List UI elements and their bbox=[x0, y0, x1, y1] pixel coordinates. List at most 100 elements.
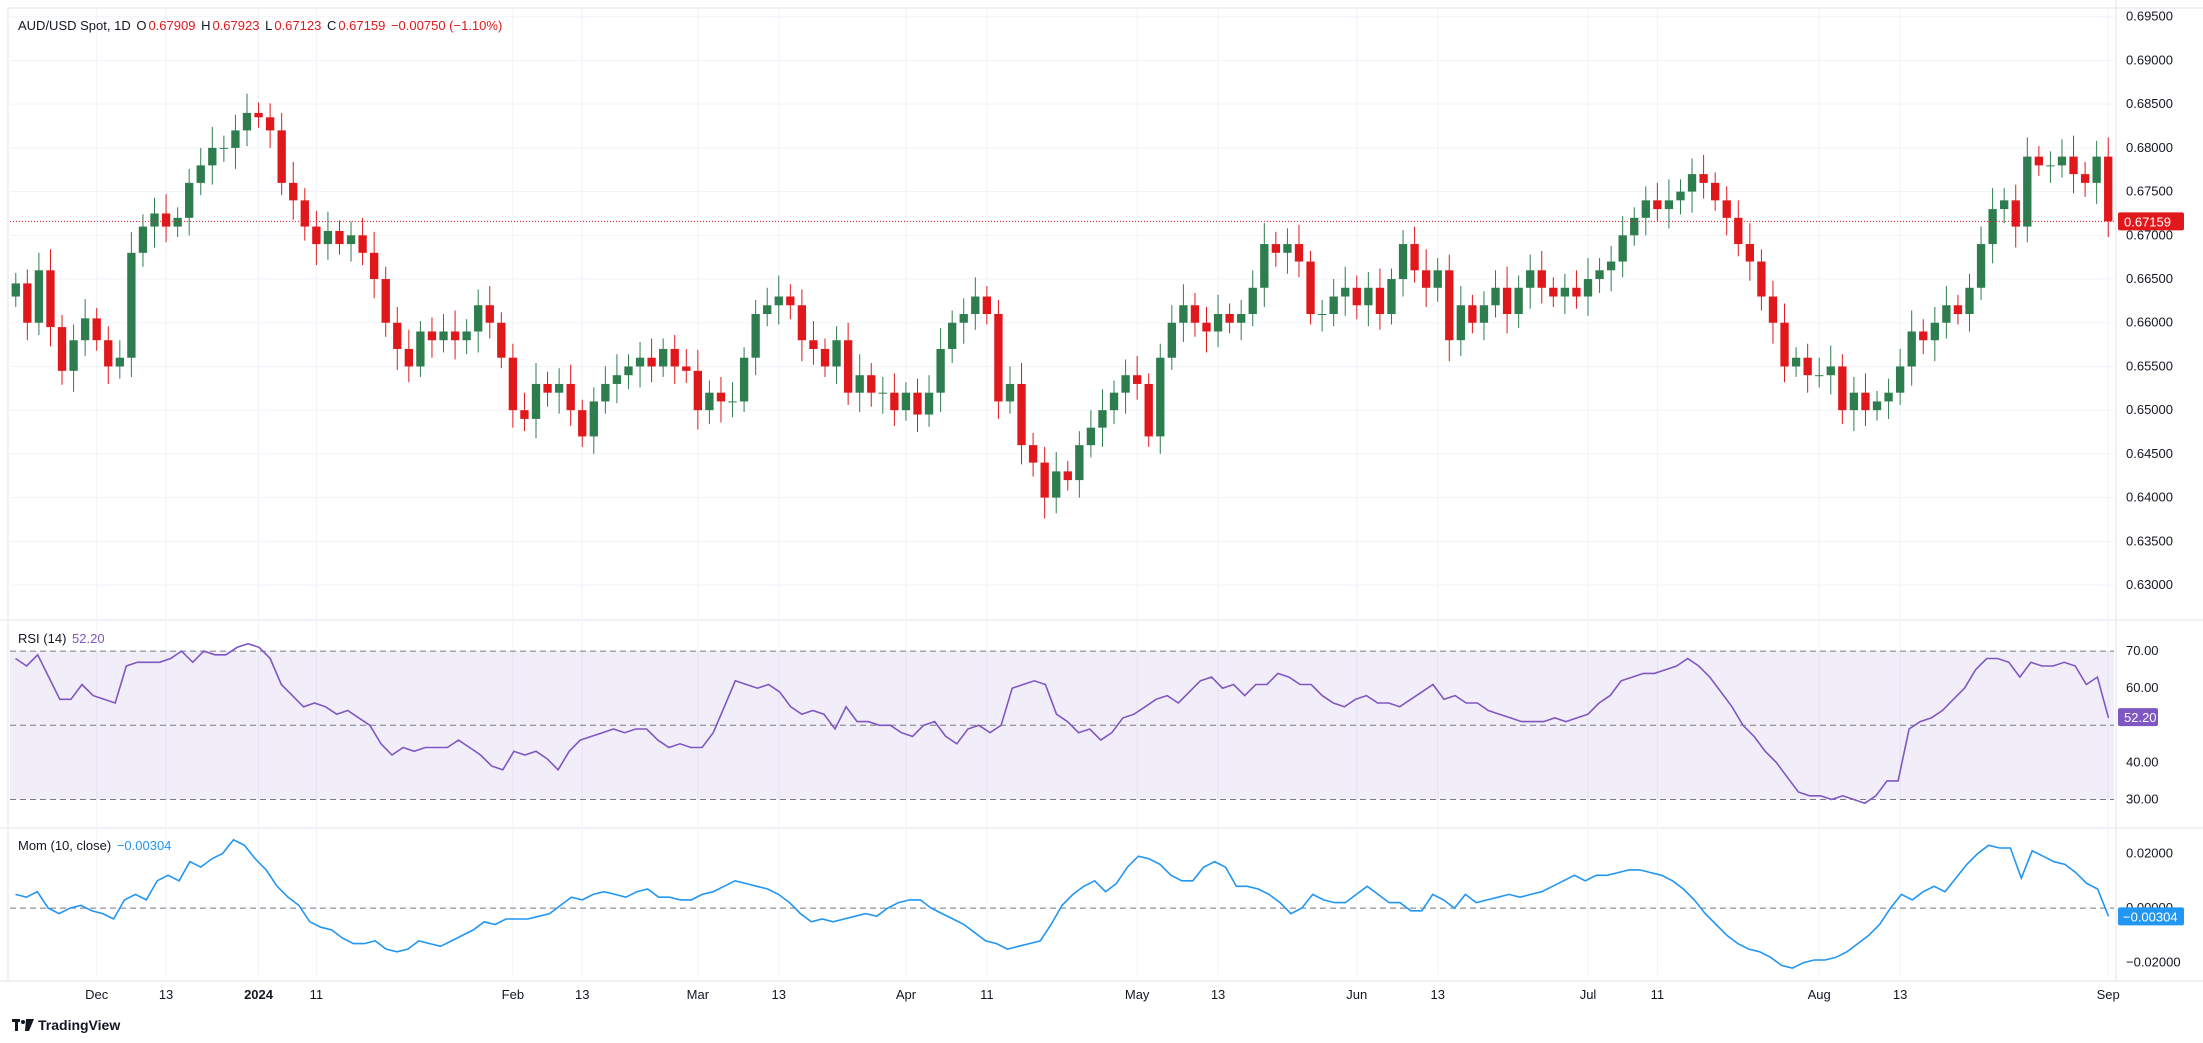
candle-body bbox=[1387, 279, 1396, 314]
price-axis[interactable]: 0.69500 0.69000 0.68500 0.68000 0.67500 0.670… bbox=[2126, 9, 2181, 970]
mom-value: −0.00304 bbox=[116, 838, 172, 853]
candle-body bbox=[46, 270, 55, 328]
candle-body bbox=[1121, 375, 1130, 393]
candle-body bbox=[2046, 165, 2055, 167]
candle-body bbox=[1965, 287, 1974, 314]
candle-body bbox=[1179, 305, 1188, 323]
candle-body bbox=[936, 348, 945, 393]
candle-body bbox=[578, 410, 587, 437]
price-tick-label: 0.69000 bbox=[2126, 52, 2173, 67]
last-price-value: 0.67159 bbox=[2124, 214, 2171, 229]
candle-body bbox=[820, 348, 830, 367]
time-tick-label: 13 bbox=[772, 987, 786, 1002]
candle-body bbox=[1167, 322, 1176, 358]
candle-body bbox=[138, 226, 148, 253]
candle-body bbox=[393, 322, 402, 349]
candle-body bbox=[1456, 305, 1465, 341]
candle-body bbox=[474, 305, 483, 332]
candle-body bbox=[23, 283, 32, 323]
price-tick-label: 0.69500 bbox=[2126, 9, 2173, 24]
candle-body bbox=[994, 314, 1003, 402]
candle-body bbox=[1144, 383, 1153, 437]
candle-body bbox=[115, 357, 124, 367]
candle-body bbox=[208, 147, 217, 166]
time-tick-label: 13 bbox=[1893, 987, 1907, 1002]
time-axis[interactable]: Dec 13 2024 11 Feb 13 Mar 13 Apr 11 May 13 Jun 13 Jul 1… bbox=[85, 987, 2120, 1002]
candle-body bbox=[1248, 287, 1257, 314]
candle-body bbox=[300, 200, 309, 227]
close-value: 0.67159 bbox=[338, 18, 386, 33]
candle-body bbox=[1942, 305, 1951, 323]
candle-body bbox=[913, 392, 922, 415]
candle-body bbox=[1156, 357, 1165, 437]
candle-body bbox=[924, 392, 934, 415]
candle-body bbox=[173, 217, 182, 227]
time-tick-label: Sep bbox=[2097, 987, 2120, 1002]
candle-body bbox=[1791, 357, 1801, 367]
candle-body bbox=[1005, 383, 1015, 402]
candle-body bbox=[1132, 375, 1142, 384]
candle-body bbox=[80, 318, 90, 341]
rsi-band bbox=[10, 650, 2114, 909]
tradingview-logo[interactable]: TradingView bbox=[12, 1017, 120, 1033]
candle-body bbox=[843, 340, 853, 393]
mom-value-badge bbox=[2118, 907, 2184, 926]
candle-body bbox=[1849, 392, 1859, 411]
candle-body bbox=[832, 340, 841, 367]
candle-body bbox=[1699, 174, 1708, 183]
candle-body bbox=[1872, 401, 1882, 411]
candle-body bbox=[196, 165, 205, 183]
candle-body bbox=[1375, 287, 1385, 314]
candle-body bbox=[1317, 314, 1327, 315]
candle-body bbox=[855, 375, 864, 393]
time-tick-label: Jun bbox=[1346, 987, 1367, 1002]
symbol-legend[interactable]: AUD/USD Spot, 1D O 0.67909 H 0.67923 L 0.67… bbox=[18, 18, 504, 33]
candle-body bbox=[739, 357, 749, 402]
candle-body bbox=[554, 383, 564, 393]
price-tick-label: 0.65000 bbox=[2126, 402, 2173, 417]
candle-body bbox=[670, 348, 679, 367]
candle-body bbox=[1537, 270, 1546, 288]
rsi-tick-label: 70.00 bbox=[2126, 643, 2159, 658]
candle-body bbox=[1653, 200, 1662, 210]
mom-tick-label: 0.02000 bbox=[2126, 845, 2173, 860]
candle-body bbox=[1040, 462, 1049, 498]
candle-body bbox=[1271, 244, 1281, 253]
candle-body bbox=[1803, 357, 1812, 376]
candle-body bbox=[346, 235, 356, 245]
candle-body bbox=[716, 392, 726, 402]
candle-body bbox=[786, 296, 795, 306]
candle-body bbox=[867, 375, 876, 393]
candle-body bbox=[1063, 471, 1072, 481]
candle-body bbox=[2092, 156, 2101, 183]
candle-body bbox=[659, 348, 668, 367]
open-label: O bbox=[136, 18, 147, 33]
candle-body bbox=[1895, 366, 1905, 393]
candle-body bbox=[1075, 445, 1084, 481]
candle-body bbox=[69, 340, 78, 371]
price-tick-label: 0.66000 bbox=[2126, 315, 2173, 330]
rsi-tick-label: 40.00 bbox=[2126, 754, 2159, 769]
candle-body bbox=[485, 305, 494, 323]
candle-body bbox=[1421, 270, 1431, 288]
candle-body bbox=[1028, 445, 1038, 463]
candle-body bbox=[1711, 182, 1720, 201]
candle-body bbox=[1560, 287, 1570, 297]
indicator-lines bbox=[15, 642, 2110, 970]
time-tick-label: 2024 bbox=[244, 987, 274, 1002]
candle-body bbox=[1225, 314, 1234, 323]
mom-current-value: −0.00304 bbox=[2123, 909, 2178, 924]
time-tick-label: Mar bbox=[687, 987, 710, 1002]
candle-body bbox=[1294, 244, 1304, 262]
candle-body bbox=[971, 296, 980, 314]
candle-body bbox=[1017, 383, 1026, 446]
candle-body bbox=[462, 331, 471, 341]
time-tick-label: 11 bbox=[310, 987, 324, 1002]
candle-body bbox=[450, 331, 460, 341]
rsi-legend[interactable]: RSI (14) 52.20 bbox=[18, 631, 107, 646]
candle-body bbox=[289, 182, 298, 201]
mom-legend[interactable]: Mom (10, close) −0.00304 bbox=[18, 838, 173, 853]
candle-body bbox=[682, 366, 691, 371]
candle-body bbox=[1052, 471, 1061, 498]
